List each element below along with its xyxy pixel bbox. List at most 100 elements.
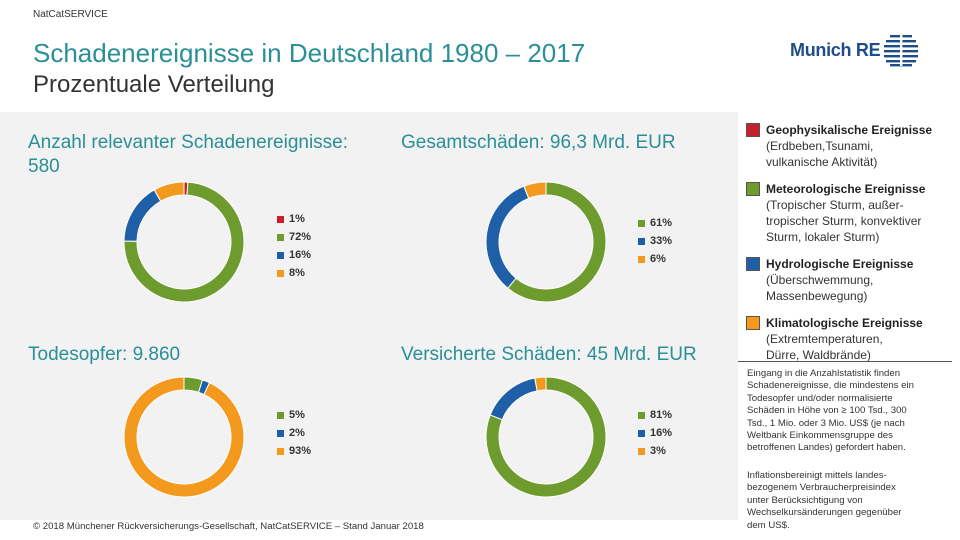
chart4-title-line1: Versicherte Schäden: 45 Mrd. EUR [401, 344, 697, 365]
chart1-legend: 1% 72% 16% 8% [277, 210, 311, 282]
category-description: (Erdbeben,Tsunami, [766, 139, 874, 153]
legend-swatch [638, 219, 645, 227]
category-description: Dürre, Waldbrände) [766, 348, 871, 362]
brand-label: NatCatSERVICE [33, 9, 108, 20]
category-description: vulkanische Aktivität) [766, 155, 878, 169]
munich-re-logo: Munich RE [790, 33, 919, 67]
category-description: (Extremtemperaturen, [766, 332, 883, 346]
chart1-title-line2: 580 [28, 156, 60, 177]
legend-swatch [638, 255, 645, 263]
chart4-legend: 81% 16% 3% [638, 406, 672, 460]
chart3-data-label: 93% [289, 445, 312, 457]
content-band [0, 112, 738, 520]
chart3-donut [123, 376, 245, 498]
legend-swatch [277, 429, 284, 437]
legend-swatch [277, 447, 284, 455]
note-line: betroffenen Landes) gefordert haben. [747, 442, 906, 454]
chart4-legend-item: 16% [638, 424, 672, 442]
chart1-title: Anzahl relevanter Schadenereignisse: 580 [28, 131, 398, 179]
category-heading: Hydrologische Ereignisse [766, 257, 914, 271]
note-line: Inflationsbereinigt mittels landes- [747, 470, 887, 481]
chart2-title-line1: Gesamtschäden: 96,3 Mrd. EUR [401, 132, 676, 153]
chart4-data-label: 3% [650, 445, 666, 457]
legend-swatch [277, 233, 284, 241]
chart4-slice-1 [485, 376, 607, 498]
category-swatch [746, 316, 760, 330]
page-subtitle: Prozentuale Verteilung [33, 71, 275, 98]
category-legend-item: Meteorologische Ereignisse (Tropischer St… [746, 181, 956, 245]
chart4-donut [485, 376, 607, 498]
legend-swatch [638, 237, 645, 245]
category-description: (Überschwemmung, [766, 273, 874, 287]
chart2-slice-2 [485, 185, 530, 289]
note-definition: Eingang in die Anzahlstatistik finden Sch… [747, 368, 959, 455]
chart4-slice-3 [534, 376, 547, 392]
note-line: Schäden in Höhe von ≥ 100 Tsd., 300 [747, 405, 907, 417]
note-line: Todesopfer und/oder normalisierte [747, 392, 893, 404]
category-legend-item: Klimatologische Ereignisse (Extremtempera… [746, 315, 956, 363]
chart2-title: Gesamtschäden: 96,3 Mrd. EUR [401, 131, 731, 155]
note-line: Eingang in die Anzahlstatistik finden [747, 368, 901, 379]
chart4-legend-item: 3% [638, 442, 672, 460]
chart1-slice-2 [123, 181, 245, 303]
chart1-data-label: 72% [289, 231, 312, 243]
chart1-legend-item: 72% [277, 228, 311, 246]
category-description: (Tropischer Sturm, außer- [766, 198, 904, 212]
category-description: tropischer Sturm, konvektiver [766, 214, 922, 228]
legend-swatch [277, 251, 284, 259]
category-swatch [746, 123, 760, 137]
chart4-title: Versicherte Schäden: 45 Mrd. EUR [401, 343, 738, 367]
chart3-data-label: 5% [289, 409, 305, 421]
chart3-slice-3 [123, 376, 245, 498]
chart3-legend: 5% 2% 93% [277, 406, 311, 460]
legend-swatch [277, 411, 284, 419]
note-line: Tsd., 1 Mio. oder 3 Mio. US$ (je nach [747, 417, 905, 429]
divider [738, 361, 952, 362]
chart1-legend-item: 16% [277, 246, 311, 264]
chart2-legend: 61% 33% 6% [638, 214, 672, 268]
category-description: Massenbewegung) [766, 289, 868, 303]
note-line: Schadenereignisse, die mindestens ein [747, 380, 914, 392]
note-line: dem US$. [747, 519, 790, 531]
chart3-title-line1: Todesopfer: 9.860 [28, 344, 181, 365]
category-swatch [746, 182, 760, 196]
chart3-data-label: 2% [289, 427, 305, 439]
legend-swatch [638, 447, 645, 455]
chart1-title-line1: Anzahl relevanter Schadenereignisse: [28, 132, 349, 153]
category-swatch [746, 257, 760, 271]
chart4-slice-2 [489, 377, 538, 421]
chart2-legend-item: 6% [638, 250, 672, 268]
chart2-data-label: 33% [650, 235, 673, 247]
note-inflation: Inflationsbereinigt mittels landes-bezog… [747, 470, 959, 532]
note-line: Weltbank Einkommensgruppe des [747, 430, 893, 442]
category-heading: Klimatologische Ereignisse [766, 316, 923, 330]
chart2-legend-item: 33% [638, 232, 672, 250]
category-legend: Geophysikalische Ereignisse (Erdbeben,Tsu… [746, 122, 956, 374]
logo-text: Munich RE [790, 39, 881, 60]
chart1-legend-item: 1% [277, 210, 311, 228]
chart2-donut [485, 181, 607, 303]
chart2-data-label: 6% [650, 253, 666, 265]
note-line: unter Berücksichtigung von [747, 494, 863, 506]
category-legend-item: Hydrologische Ereignisse (Überschwemmung,… [746, 256, 956, 304]
legend-swatch [277, 269, 284, 277]
chart2-legend-item: 61% [638, 214, 672, 232]
legend-swatch [638, 411, 645, 419]
chart3-legend-item: 93% [277, 442, 311, 460]
chart3-legend-item: 5% [277, 406, 311, 424]
legend-swatch [638, 429, 645, 437]
chart3-legend-item: 2% [277, 424, 311, 442]
chart1-data-label: 8% [289, 267, 305, 279]
chart1-donut [123, 181, 245, 303]
legend-swatch [277, 215, 284, 223]
chart1-slice-4 [153, 181, 185, 202]
chart3-title: Todesopfer: 9.860 [28, 343, 358, 367]
note-line: Wechselkursänderungen gegenüber [747, 507, 902, 519]
chart4-data-label: 81% [650, 409, 673, 421]
category-heading: Meteorologische Ereignisse [766, 182, 926, 196]
chart1-data-label: 16% [289, 249, 312, 261]
chart1-legend-item: 8% [277, 264, 311, 282]
munich-re-logo-icon [884, 35, 919, 67]
chart1-slice-3 [123, 189, 162, 242]
chart1-data-label: 1% [289, 213, 305, 225]
